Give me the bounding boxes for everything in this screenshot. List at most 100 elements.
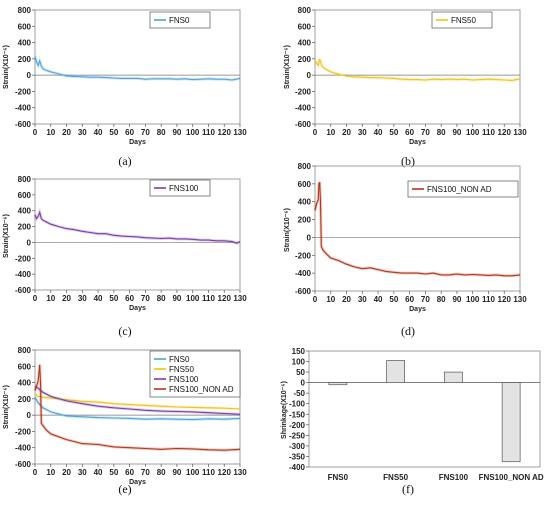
y-tick-label: -400 [289, 463, 306, 472]
x-tick-label: 120 [218, 294, 232, 303]
x-tick-label: 50 [109, 468, 118, 477]
y-tick-label: -600 [15, 286, 32, 295]
y-tick-label: -400 [295, 269, 312, 278]
y-tick-label: -50 [293, 389, 305, 398]
y-tick-label: 800 [18, 6, 32, 15]
y-tick-label: -100 [289, 400, 306, 409]
x-tick-label: 130 [233, 294, 247, 303]
x-tick-label: 20 [62, 294, 71, 303]
series-line-fns100-non-ad [34, 364, 241, 451]
x-tick-label: 130 [233, 468, 247, 477]
y-tick-label: -350 [289, 452, 306, 461]
x-tick-label: 60 [405, 128, 414, 137]
x-tick-label: 60 [405, 295, 414, 304]
x-tick-label: 0 [313, 295, 318, 304]
x-tick-label: 50 [389, 295, 398, 304]
y-tick-label: 800 [18, 346, 32, 355]
x-tick-label: 10 [326, 128, 335, 137]
x-tick-label: 40 [94, 294, 103, 303]
x-tick-label: 20 [342, 128, 351, 137]
x-tick-label: 70 [421, 128, 430, 137]
x-tick-label: 80 [437, 295, 446, 304]
y-tick-label: 0 [27, 238, 32, 247]
x-tick-label: 110 [482, 295, 495, 304]
chart-panel-4: -600 -400 -200 0 200 400 600 800 0 10 20 30 40 50 60 70… [3, 346, 247, 486]
x-tick-label: 90 [172, 294, 181, 303]
x-tick-label: 90 [172, 128, 181, 137]
y-tick-label: 0 [307, 233, 312, 242]
y-tick-label: 600 [18, 22, 32, 31]
x-tick-label: 10 [326, 295, 335, 304]
y-tick-label: 400 [18, 207, 32, 216]
x-tick-label: 60 [125, 294, 134, 303]
x-category-label: FNS100_NON AD [479, 473, 544, 482]
y-tick-label: 200 [18, 395, 32, 404]
series-halo [33, 55, 241, 82]
y-tick-label: 200 [18, 55, 32, 64]
x-tick-label: 30 [78, 128, 87, 137]
panel-label: (d) [401, 324, 415, 338]
series-halo [313, 58, 521, 82]
y-tick-label: 400 [18, 379, 32, 388]
x-tick-label: 50 [109, 128, 118, 137]
x-tick-label: 10 [46, 468, 55, 477]
legend-box [407, 180, 519, 198]
x-axis-title: Days [409, 306, 426, 313]
x-tick-label: 80 [157, 294, 166, 303]
x-tick-label: 40 [374, 295, 383, 304]
plot-frame [34, 9, 241, 125]
x-tick-label: 110 [482, 128, 495, 137]
y-tick-label: 600 [18, 191, 32, 200]
series-line-fns100-non-ad [314, 181, 521, 277]
x-axis-title: Days [129, 139, 146, 146]
x-tick-label: 130 [513, 128, 527, 137]
plot-frame [314, 165, 521, 292]
chart-panel-3: -600 -400 -200 0 200 400 600 800 0 10 20 30 40 50 60 70… [284, 162, 527, 313]
legend-label: FNS50 [451, 16, 476, 25]
x-tick-label: 50 [109, 294, 118, 303]
series-line-fns50 [314, 58, 521, 81]
y-tick-label: -200 [295, 251, 312, 260]
x-tick-label: 0 [313, 128, 318, 137]
y-tick-label: -200 [295, 87, 312, 96]
x-axis-title: Days [129, 479, 146, 486]
series-line-fns100 [34, 210, 241, 244]
y-tick-label: -400 [295, 104, 312, 113]
x-tick-label: 100 [186, 294, 200, 303]
panel-label: (b) [401, 154, 415, 168]
chart-panel-1: -600 -400 -200 0 200 400 600 800 0 10 20 30 40 50 60 70… [284, 6, 527, 146]
x-tick-label: 90 [452, 295, 461, 304]
y-tick-label: 400 [18, 39, 32, 48]
x-tick-label: 30 [358, 128, 367, 137]
y-tick-label: 200 [298, 55, 312, 64]
x-tick-label: 70 [141, 294, 150, 303]
x-tick-label: 120 [218, 128, 232, 137]
y-tick-label: -600 [295, 120, 312, 129]
y-tick-label: 400 [298, 39, 312, 48]
y-tick-label: 200 [298, 216, 312, 225]
plot-frame [314, 9, 521, 125]
x-tick-label: 120 [498, 295, 512, 304]
x-category-label: FNS50 [383, 473, 408, 482]
x-tick-label: 130 [513, 295, 527, 304]
y-tick-label: 800 [18, 175, 32, 184]
x-tick-label: 60 [125, 468, 134, 477]
y-tick-label: 600 [18, 362, 32, 371]
x-tick-label: 90 [172, 468, 181, 477]
legend-label: FNS0 [169, 355, 190, 364]
series-halo [33, 207, 241, 245]
x-tick-label: 0 [33, 468, 38, 477]
y-tick-label: 0 [27, 411, 32, 420]
y-tick-label: -200 [15, 87, 32, 96]
y-tick-label: 0 [307, 71, 312, 80]
x-tick-label: 70 [421, 295, 430, 304]
y-tick-label: 600 [298, 180, 312, 189]
x-category-label: FNS100 [439, 473, 469, 482]
x-tick-label: 20 [62, 468, 71, 477]
series-line-fns50 [34, 393, 241, 410]
x-tick-label: 100 [186, 128, 200, 137]
y-tick-label: 800 [298, 6, 312, 15]
legend-label: FNS100_NON AD [169, 385, 234, 394]
y-tick-label: 100 [292, 358, 306, 367]
